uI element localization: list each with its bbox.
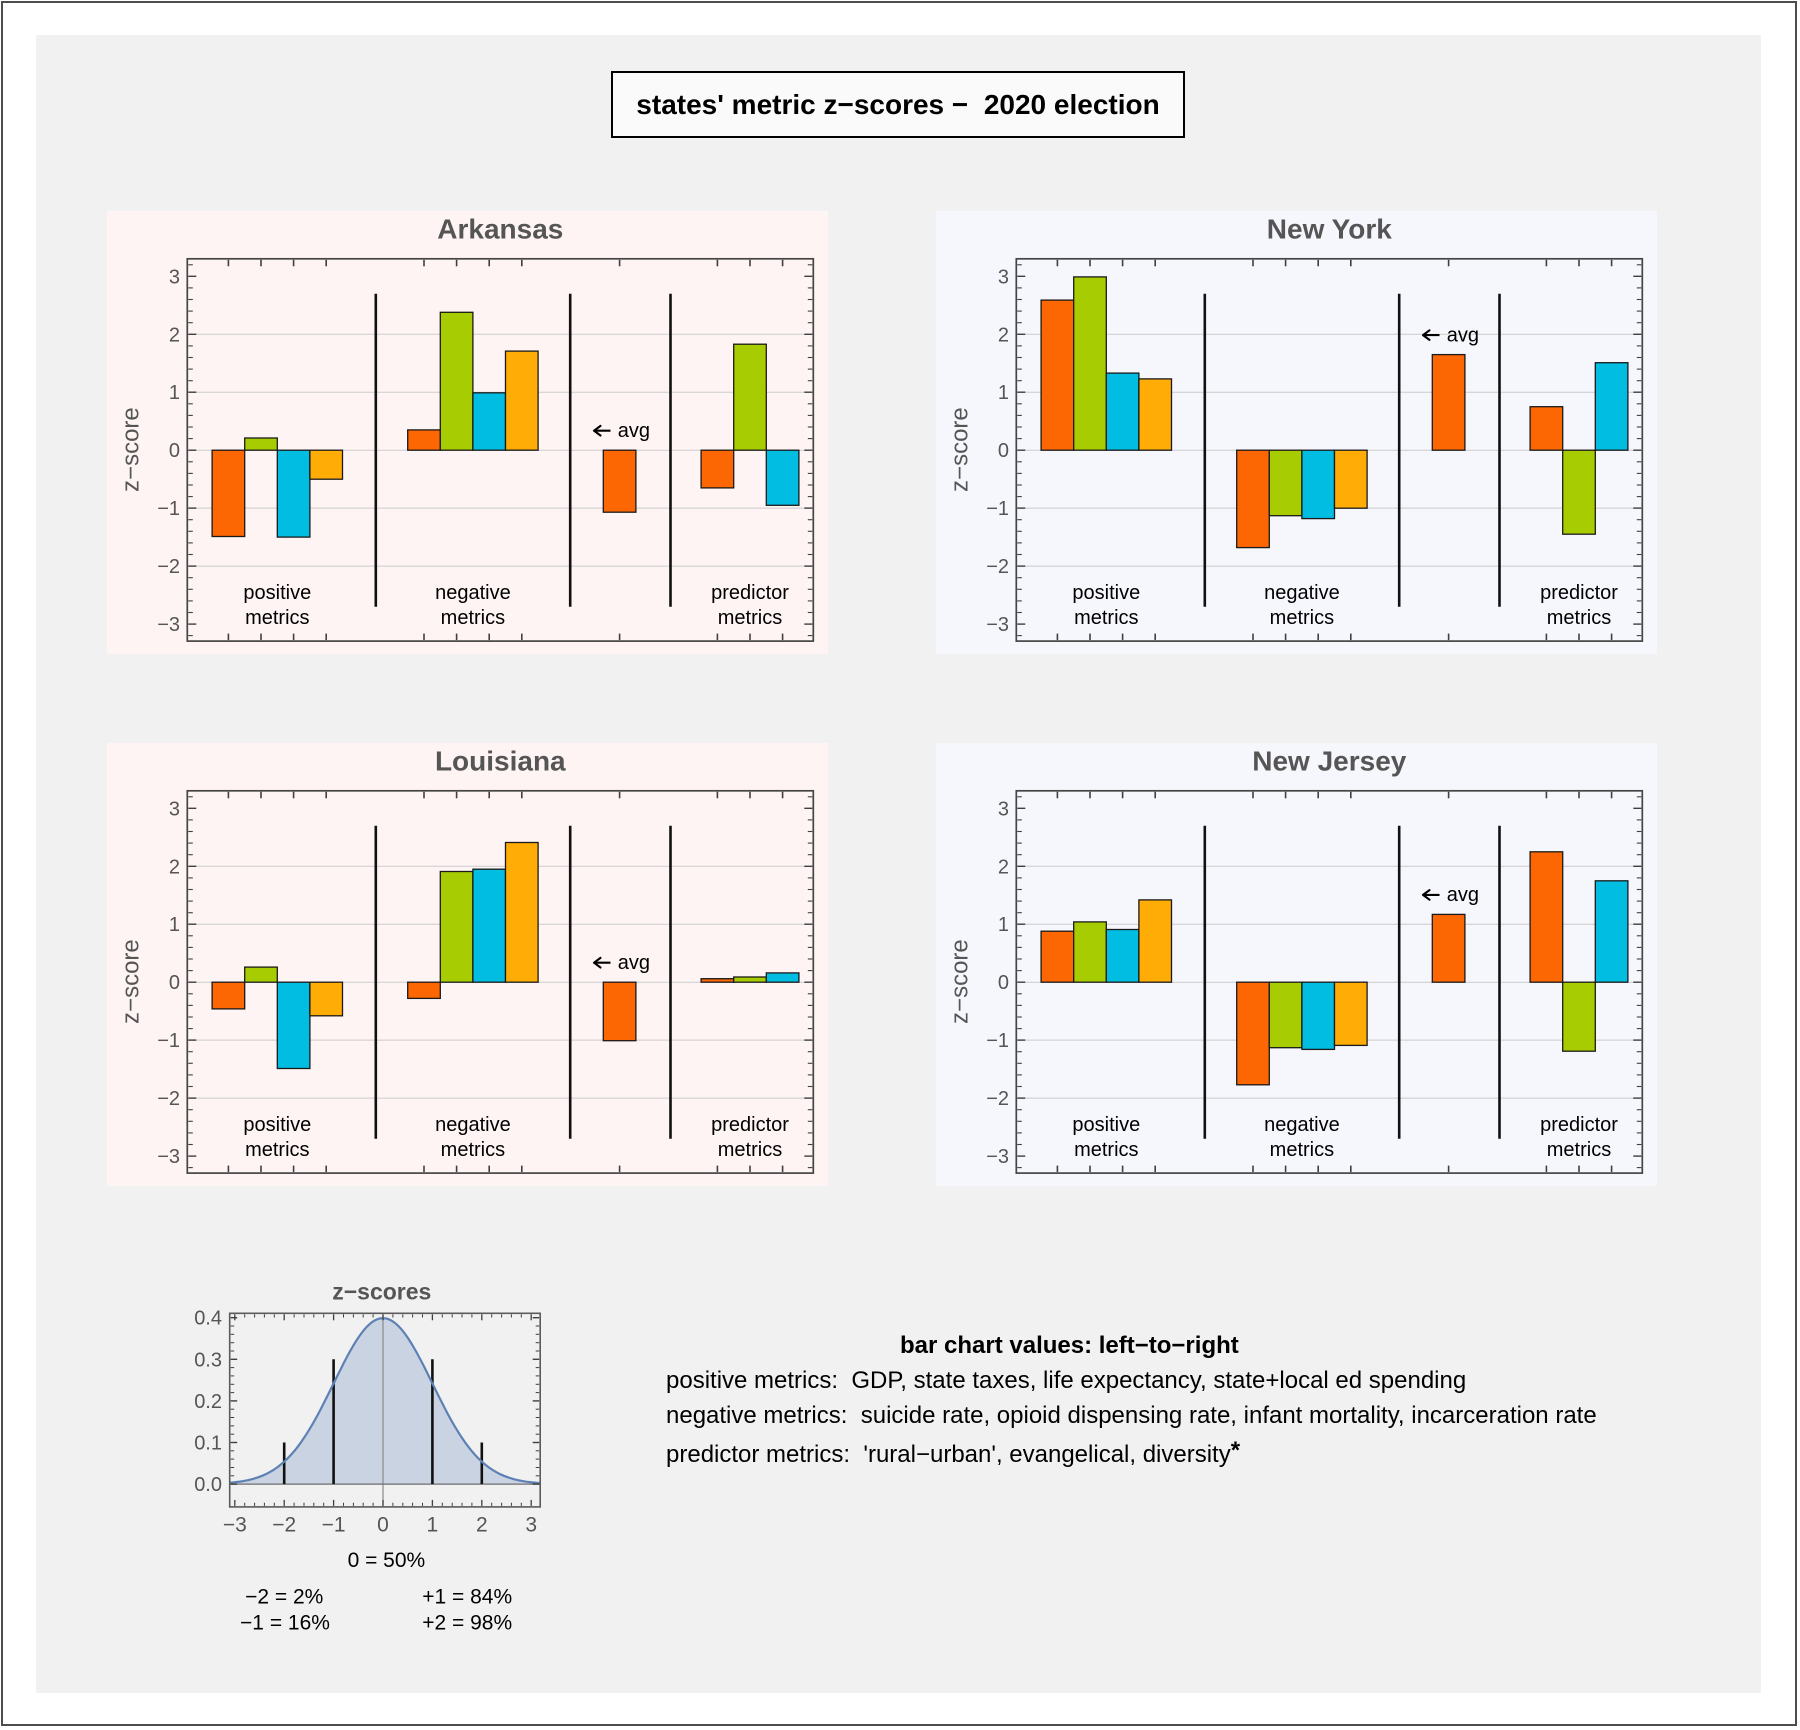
svg-text:metrics: metrics <box>1270 607 1334 629</box>
svg-text:+1 = 84%: +1 = 84% <box>422 1585 512 1608</box>
svg-text:metrics: metrics <box>718 1139 782 1161</box>
svg-text:metrics: metrics <box>1074 607 1138 629</box>
svg-text:metrics: metrics <box>1270 1139 1334 1161</box>
svg-text:−3: −3 <box>223 1514 247 1537</box>
svg-text:3: 3 <box>169 266 180 288</box>
svg-text:−2 = 2%: −2 = 2% <box>245 1585 323 1608</box>
svg-text:avg: avg <box>618 952 650 974</box>
svg-text:Louisiana: Louisiana <box>435 745 566 776</box>
svg-text:3: 3 <box>525 1514 537 1537</box>
svg-text:2: 2 <box>998 856 1009 878</box>
svg-text:−1: −1 <box>986 1030 1009 1052</box>
svg-text:0: 0 <box>169 440 180 462</box>
svg-text:positive: positive <box>1072 582 1140 604</box>
svg-text:negative: negative <box>1264 582 1340 604</box>
svg-text:predictor: predictor <box>1540 582 1618 604</box>
svg-text:−1: −1 <box>986 498 1009 520</box>
svg-text:−1 = 16%: −1 = 16% <box>240 1612 330 1635</box>
svg-text:metrics: metrics <box>441 607 505 629</box>
svg-text:metrics: metrics <box>718 607 782 629</box>
svg-text:0: 0 <box>998 440 1009 462</box>
svg-text:−3: −3 <box>986 1146 1009 1168</box>
svg-text:1: 1 <box>169 914 180 936</box>
svg-text:0 = 50%: 0 = 50% <box>348 1549 426 1572</box>
svg-text:−1: −1 <box>322 1514 346 1537</box>
svg-text:positive: positive <box>1072 1114 1140 1136</box>
svg-text:3: 3 <box>169 798 180 820</box>
svg-text:metrics: metrics <box>245 1139 309 1161</box>
svg-text:z−score: z−score <box>118 939 145 1024</box>
svg-text:2: 2 <box>169 324 180 346</box>
svg-text:z−scores: z−scores <box>332 1278 431 1304</box>
svg-text:predictor: predictor <box>711 582 789 604</box>
svg-text:metrics: metrics <box>245 607 309 629</box>
svg-text:−2: −2 <box>157 1088 180 1110</box>
svg-text:z−score: z−score <box>118 407 145 492</box>
svg-text:z−score: z−score <box>947 407 974 492</box>
svg-text:0.4: 0.4 <box>194 1308 222 1330</box>
svg-text:0: 0 <box>377 1514 389 1537</box>
svg-text:predictor: predictor <box>1540 1114 1618 1136</box>
svg-text:−2: −2 <box>986 556 1009 578</box>
svg-text:New York: New York <box>1267 213 1392 244</box>
svg-text:1: 1 <box>998 382 1009 404</box>
svg-text:metrics: metrics <box>1547 607 1611 629</box>
svg-text:0.0: 0.0 <box>194 1474 222 1496</box>
svg-text:−2: −2 <box>157 556 180 578</box>
svg-text:metrics: metrics <box>1074 1139 1138 1161</box>
svg-text:metrics: metrics <box>1547 1139 1611 1161</box>
svg-text:positive: positive <box>243 582 311 604</box>
svg-text:negative: negative <box>435 582 511 604</box>
svg-text:1: 1 <box>427 1514 439 1537</box>
svg-text:−1: −1 <box>157 1030 180 1052</box>
svg-text:−3: −3 <box>157 614 180 636</box>
svg-text:3: 3 <box>998 798 1009 820</box>
svg-text:positive: positive <box>243 1114 311 1136</box>
svg-text:1: 1 <box>998 914 1009 936</box>
svg-text:+2 = 98%: +2 = 98% <box>422 1612 512 1635</box>
svg-text:−3: −3 <box>157 1146 180 1168</box>
svg-text:2: 2 <box>169 856 180 878</box>
svg-text:2: 2 <box>998 324 1009 346</box>
svg-text:−3: −3 <box>986 614 1009 636</box>
svg-text:avg: avg <box>618 420 650 442</box>
svg-text:0.1: 0.1 <box>194 1433 222 1455</box>
svg-text:negative: negative <box>1264 1114 1340 1136</box>
svg-text:predictor: predictor <box>711 1114 789 1136</box>
svg-text:2: 2 <box>476 1514 488 1537</box>
svg-text:0: 0 <box>169 972 180 994</box>
svg-text:0.3: 0.3 <box>194 1349 222 1371</box>
svg-text:−2: −2 <box>272 1514 296 1537</box>
svg-text:0: 0 <box>998 972 1009 994</box>
svg-text:avg: avg <box>1447 884 1479 906</box>
svg-text:Arkansas: Arkansas <box>437 213 563 244</box>
svg-text:−2: −2 <box>986 1088 1009 1110</box>
svg-text:0.2: 0.2 <box>194 1391 222 1413</box>
svg-text:New Jersey: New Jersey <box>1252 745 1407 776</box>
svg-text:negative: negative <box>435 1114 511 1136</box>
svg-text:z−score: z−score <box>947 939 974 1024</box>
svg-text:−1: −1 <box>157 498 180 520</box>
svg-text:metrics: metrics <box>441 1139 505 1161</box>
svg-text:1: 1 <box>169 382 180 404</box>
svg-text:3: 3 <box>998 266 1009 288</box>
svg-text:avg: avg <box>1447 324 1479 346</box>
